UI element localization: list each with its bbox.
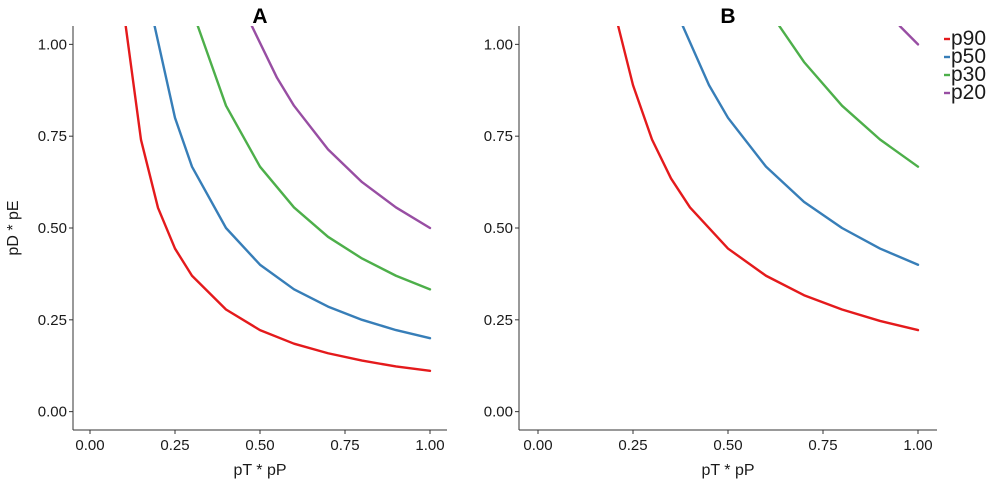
- y-tick-label: 0.50: [38, 220, 67, 237]
- x-tick-label: 0.00: [75, 437, 104, 454]
- x-tick-label: 0.50: [713, 437, 742, 454]
- x-axis-title: pT * pP: [701, 462, 754, 479]
- y-tick-label: 0.25: [38, 312, 67, 329]
- series-line-p30: [196, 26, 432, 291]
- panel-b: 0.00 0.25 0.50 0.75 1.00 0.00 0.25 0.50 0.75 1.00…: [484, 5, 937, 479]
- legend-label: p20: [951, 81, 986, 104]
- y-tick-label: 1.00: [484, 36, 513, 53]
- series-line-p20: [250, 26, 432, 230]
- legend-label: p50: [951, 45, 986, 68]
- series-line-p30: [778, 26, 920, 168]
- panel-title: A: [252, 5, 267, 28]
- x-tick-label: 1.00: [903, 437, 932, 454]
- y-tick-label: 0.00: [38, 404, 67, 421]
- x-tick-label: 0.50: [245, 437, 274, 454]
- series-line-p90: [616, 26, 920, 332]
- legend-label: p90: [951, 27, 986, 50]
- legend-label: p30: [951, 63, 986, 86]
- y-tick-label: 1.00: [38, 36, 67, 53]
- series-line-p20: [898, 26, 920, 46]
- y-tick-label: 0.50: [484, 220, 513, 237]
- panel-a: 0.00 0.25 0.50 0.75 1.00 0.00 0.25 0.50 0.75 1.00…: [5, 5, 447, 479]
- y-tick-label: 0.75: [484, 128, 513, 145]
- panel-title: B: [720, 5, 735, 28]
- series-line-p50: [153, 26, 432, 340]
- x-tick-label: 0.75: [330, 437, 359, 454]
- series-line-p90: [124, 26, 432, 373]
- x-tick-label: 0.75: [808, 437, 837, 454]
- x-tick-label: 1.00: [415, 437, 444, 454]
- series-line-p50: [681, 26, 920, 266]
- x-tick-label: 0.25: [618, 437, 647, 454]
- y-tick-label: 0.75: [38, 128, 67, 145]
- x-tick-label: 0.00: [523, 437, 552, 454]
- y-tick-label: 0.00: [484, 404, 513, 421]
- x-tick-label: 0.25: [160, 437, 189, 454]
- x-axis-title: pT * pP: [233, 462, 286, 479]
- y-tick-label: 0.25: [484, 312, 513, 329]
- y-axis-title: pD * pE: [5, 200, 22, 255]
